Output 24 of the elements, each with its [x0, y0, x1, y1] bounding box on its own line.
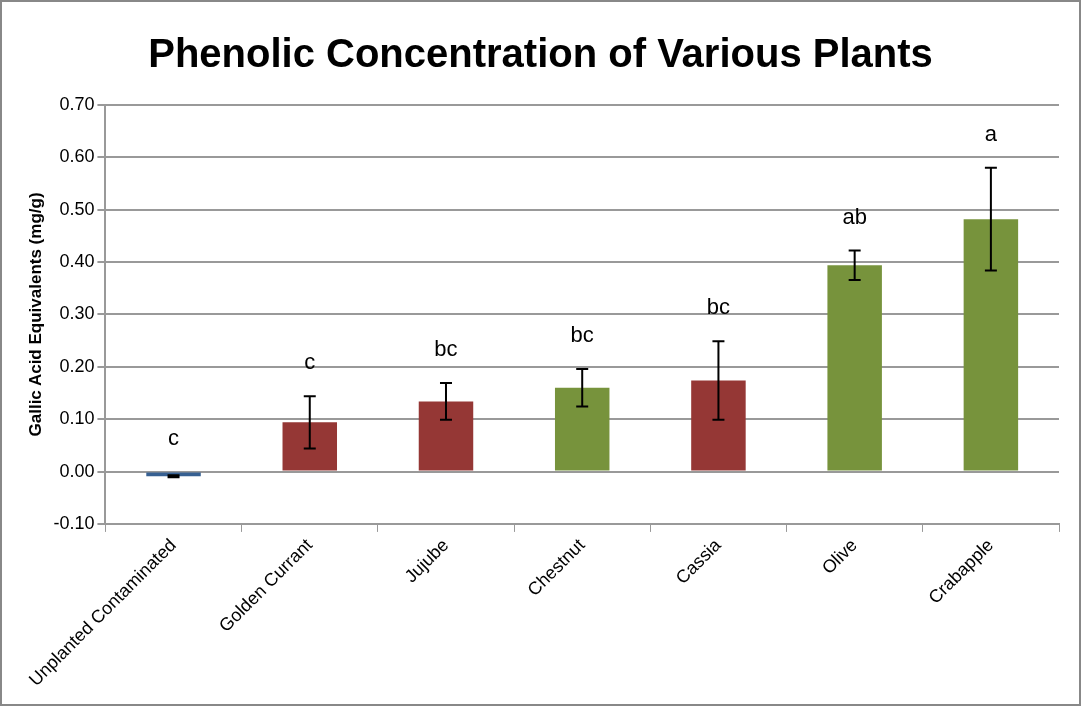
annotation: ab	[842, 203, 867, 229]
annotation: a	[984, 120, 998, 146]
y-tick-label: 0.60	[59, 146, 95, 167]
bar	[282, 422, 338, 471]
y-tick-label: 0.30	[59, 303, 95, 324]
bar	[418, 401, 474, 471]
annotation: c	[304, 349, 316, 375]
annotation: c	[168, 424, 180, 450]
annotation: bc	[706, 294, 731, 320]
bar	[691, 380, 746, 471]
y-tick-label: 0.40	[59, 251, 95, 272]
y-tick-label: -0.10	[53, 512, 95, 533]
bar	[554, 387, 610, 471]
y-tick-label: 0.70	[59, 93, 95, 114]
y-tick-label: 0.20	[59, 355, 95, 376]
y-tick-label: 0.00	[59, 460, 95, 481]
y-axis-title: Gallic Acid Equivalents (mg/g)	[25, 192, 45, 437]
y-tick-label: 0.50	[59, 198, 95, 219]
annotation: bc	[570, 321, 594, 347]
chart-title: Phenolic Concentration of Various Plants	[148, 31, 933, 76]
annotation: bc	[434, 336, 458, 362]
y-tick-label: 0.10	[59, 408, 95, 429]
bar	[827, 265, 882, 471]
bar	[963, 219, 1019, 471]
